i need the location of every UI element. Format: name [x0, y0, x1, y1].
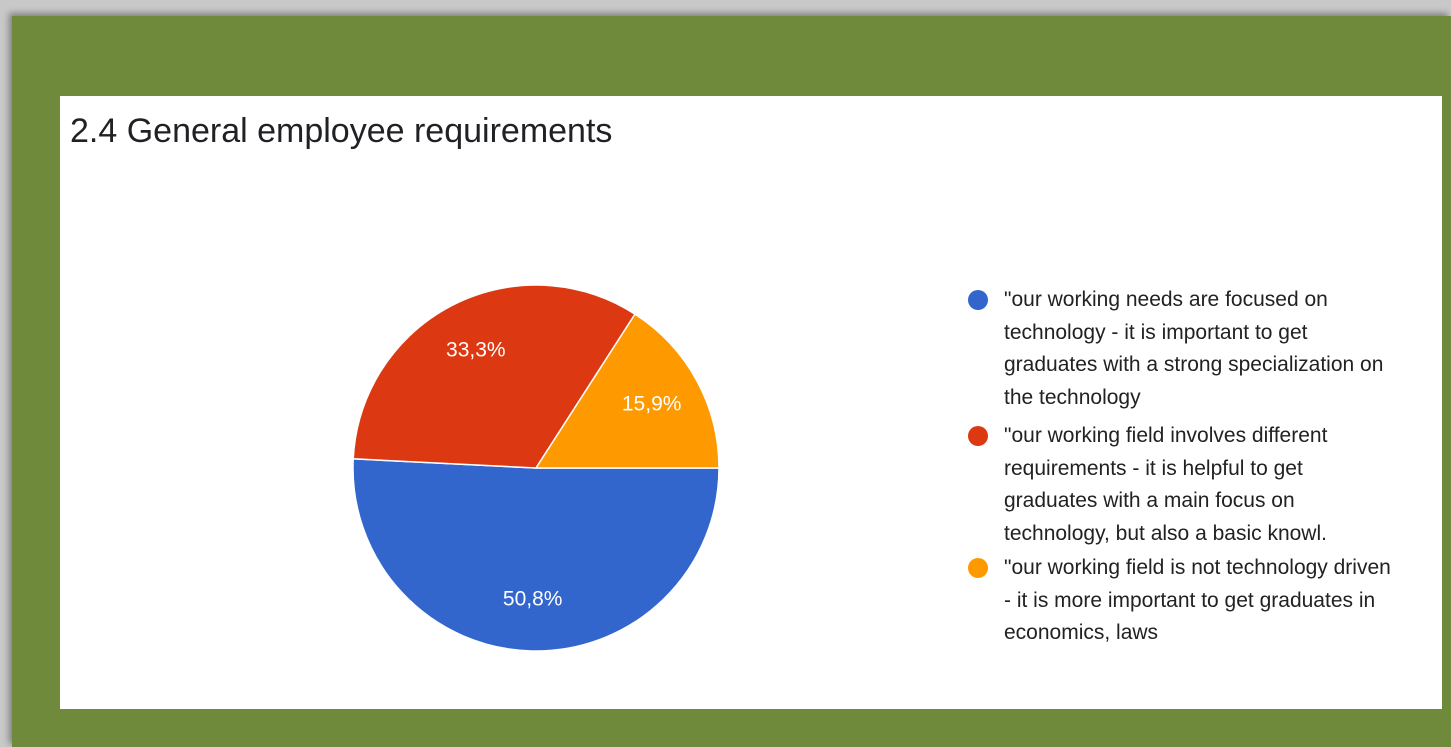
chart-title: 2.4 General employee requirements [70, 112, 613, 150]
pie-slice [352, 458, 720, 652]
legend-marker [968, 426, 988, 446]
chart-panel: 2.4 General employee requirements 50,8% 3… [60, 96, 1442, 709]
legend-label: "our working field involves different re… [1004, 424, 1328, 545]
slice-label: 33,3% [446, 338, 506, 361]
legend-marker [968, 290, 988, 310]
legend-label: "our working field is not technology dri… [1004, 556, 1391, 644]
pie-slice [534, 313, 720, 469]
chart: 50,8% 33,3% 15,9% [352, 284, 720, 652]
slice-label: 50,8% [503, 587, 563, 610]
frame: 2.4 General employee requirements 50,8% 3… [12, 16, 1451, 747]
legend-marker [968, 558, 988, 578]
slice-label: 15,9% [622, 392, 682, 415]
legend-label: "our working needs are focused on techno… [1004, 288, 1384, 409]
